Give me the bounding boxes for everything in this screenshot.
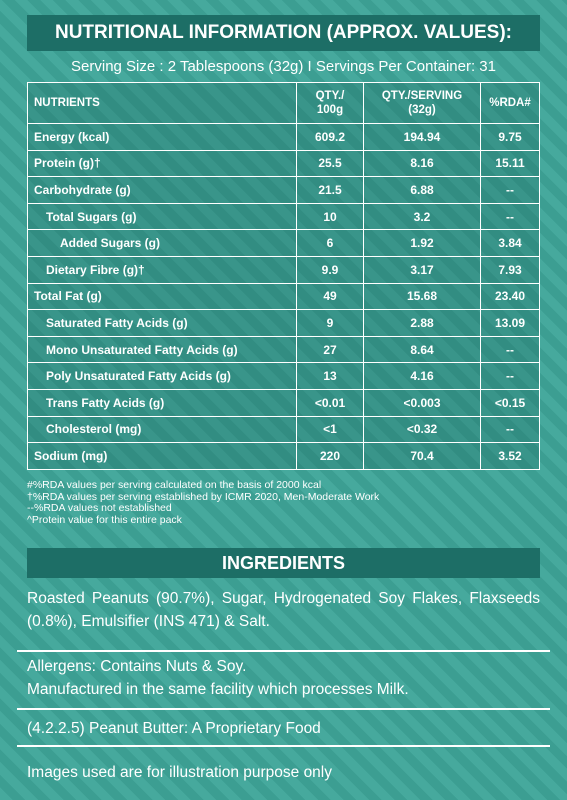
nutrient-name: Protein (g)†: [27, 149, 297, 178]
allergen-line: Manufactured in the same facility which …: [27, 681, 409, 698]
value-cell: 10: [296, 202, 364, 231]
header-cell: QTY./SERVING (32g): [363, 82, 481, 124]
value-cell: 4.16: [363, 362, 481, 390]
table-row: Poly Unsaturated Fatty Acids (g) 13 4.16 --: [27, 362, 540, 390]
header-cell: QTY./ 100g: [296, 82, 364, 124]
classification: (4.2.2.5) Peanut Butter: A Proprietary F…: [27, 720, 321, 737]
nutrient-name: Total Sugars (g): [27, 202, 297, 231]
value-cell: --: [480, 176, 540, 204]
value-cell: <1: [296, 415, 364, 444]
value-cell: 3.2: [363, 202, 481, 231]
value-cell: --: [480, 362, 540, 390]
table-row: Carbohydrate (g) 21.5 6.88 --: [27, 176, 540, 204]
value-cell: 21.5: [296, 176, 364, 204]
nutrient-name: Carbohydrate (g): [27, 176, 297, 204]
value-cell: 8.16: [363, 149, 481, 178]
value-cell: 27: [296, 335, 364, 364]
table-row: Added Sugars (g) 6 1.92 3.84: [27, 229, 540, 257]
divider: [17, 745, 550, 747]
allergens: Allergens: Contains Nuts & Soy. Manufactu…: [27, 655, 540, 701]
nutrient-name: Total Fat (g): [27, 282, 297, 311]
value-cell: 194.94: [363, 123, 481, 151]
value-cell: 13: [296, 362, 364, 390]
value-cell: 9.75: [480, 123, 540, 151]
nutrient-name: Sodium (mg): [27, 442, 297, 470]
title: NUTRITIONAL INFORMATION (APPROX. VALUES)…: [27, 15, 540, 51]
header-cell: %RDA#: [480, 82, 540, 124]
footnotes: #%RDA values per serving calculated on t…: [27, 479, 380, 526]
table-row: Protein (g)† 25.5 8.16 15.11: [27, 149, 540, 178]
header-row: NUTRIENTS QTY./ 100g QTY./SERVING (32g) %RD…: [27, 82, 540, 124]
table-row: Sodium (mg) 220 70.4 3.52: [27, 442, 540, 470]
value-cell: 9: [296, 309, 364, 337]
value-cell: 6.88: [363, 176, 481, 204]
value-cell: 70.4: [363, 442, 481, 470]
table-row: Total Fat (g) 49 15.68 23.40: [27, 282, 540, 311]
value-cell: 15.11: [480, 149, 540, 178]
nutrition-table: NUTRIENTS QTY./ 100g QTY./SERVING (32g) %RD…: [27, 82, 540, 470]
value-cell: 3.84: [480, 229, 540, 257]
serving-info: Serving Size : 2 Tablespoons (32g) I Ser…: [71, 58, 496, 75]
nutrient-name: Added Sugars (g): [27, 229, 297, 257]
nutrient-name: Saturated Fatty Acids (g): [27, 309, 297, 337]
ingredients-text: Roasted Peanuts (90.7%), Sugar, Hydrogen…: [27, 590, 540, 630]
value-cell: 49: [296, 282, 364, 311]
table-row: Total Sugars (g) 10 3.2 --: [27, 202, 540, 231]
allergen-line: Allergens: Contains Nuts & Soy.: [27, 658, 247, 675]
ingredients-title: INGREDIENTS: [27, 548, 540, 578]
nutrient-name: Cholesterol (mg): [27, 415, 297, 444]
value-cell: 1.92: [363, 229, 481, 257]
table-row: Dietary Fibre (g)† 9.9 3.17 7.93: [27, 255, 540, 284]
value-cell: <0.003: [363, 388, 481, 417]
divider: [17, 708, 550, 710]
value-cell: 6: [296, 229, 364, 257]
value-cell: 220: [296, 442, 364, 470]
value-cell: 8.64: [363, 335, 481, 364]
footnote: ^Protein value for this entire pack: [27, 513, 182, 526]
value-cell: 3.52: [480, 442, 540, 470]
footnote: #%RDA values per serving calculated on t…: [27, 479, 322, 491]
nutrient-name: Mono Unsaturated Fatty Acids (g): [27, 335, 297, 364]
value-cell: 3.17: [363, 255, 481, 284]
value-cell: 7.93: [480, 255, 540, 284]
value-cell: 609.2: [296, 123, 364, 151]
disclaimer: Images used are for illustration purpose…: [27, 764, 332, 781]
footnote: †%RDA values per serving established by …: [27, 490, 380, 503]
value-cell: --: [480, 202, 540, 231]
table-row: Mono Unsaturated Fatty Acids (g) 27 8.64 --: [27, 335, 540, 364]
footnote: --%RDA values not established: [27, 502, 172, 514]
header-cell: NUTRIENTS: [27, 82, 297, 124]
nutrient-name: Dietary Fibre (g)†: [27, 255, 297, 284]
nutrient-name: Poly Unsaturated Fatty Acids (g): [27, 362, 297, 390]
table-row: Energy (kcal) 609.2 194.94 9.75: [27, 123, 540, 151]
value-cell: --: [480, 335, 540, 364]
nutrient-name: Energy (kcal): [27, 123, 297, 151]
divider: [17, 650, 550, 652]
value-cell: 9.9: [296, 255, 364, 284]
value-cell: <0.32: [363, 415, 481, 444]
table-row: Saturated Fatty Acids (g) 9 2.88 13.09: [27, 309, 540, 337]
table-row: Trans Fatty Acids (g) <0.01 <0.003 <0.15: [27, 388, 540, 417]
value-cell: 13.09: [480, 309, 540, 337]
value-cell: 15.68: [363, 282, 481, 311]
nutrient-name: Trans Fatty Acids (g): [27, 388, 297, 417]
table-row: Cholesterol (mg) <1 <0.32 --: [27, 415, 540, 444]
value-cell: --: [480, 415, 540, 444]
value-cell: <0.15: [480, 388, 540, 417]
value-cell: <0.01: [296, 388, 364, 417]
value-cell: 23.40: [480, 282, 540, 311]
value-cell: 2.88: [363, 309, 481, 337]
value-cell: 25.5: [296, 149, 364, 178]
